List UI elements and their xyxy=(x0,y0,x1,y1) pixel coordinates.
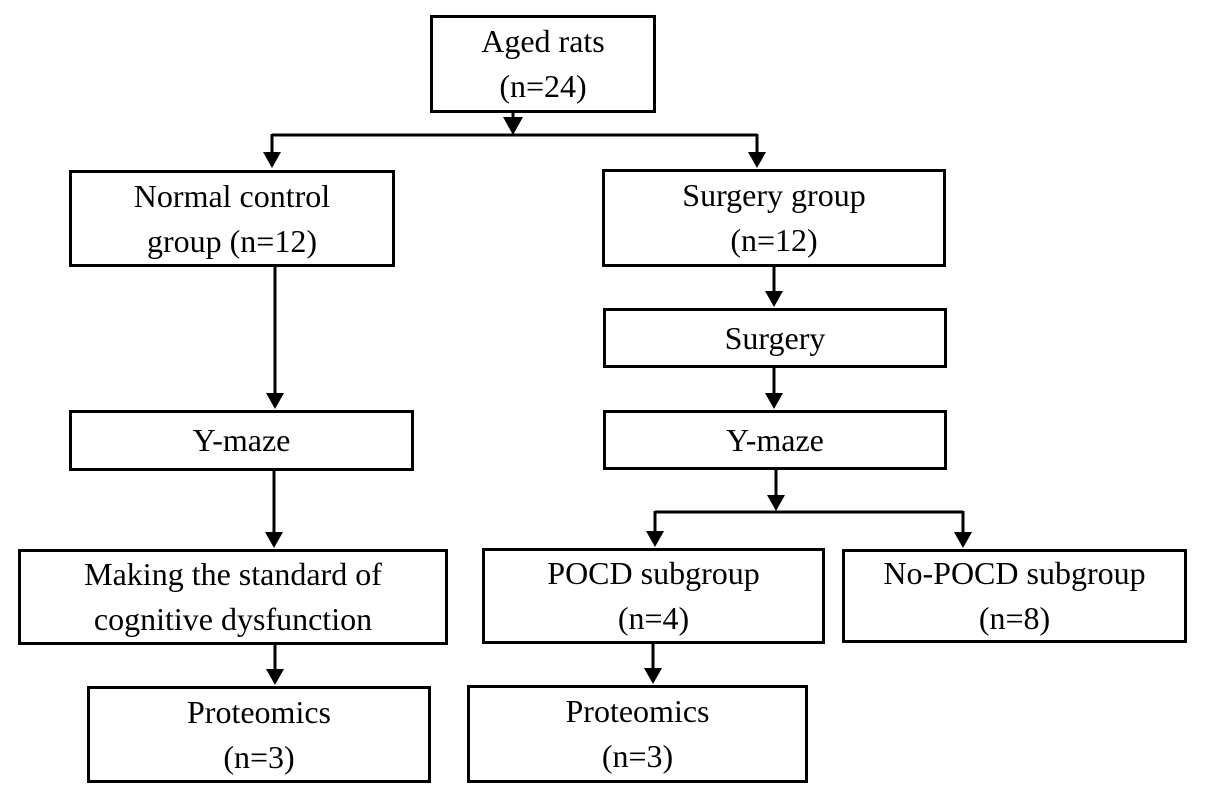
node-label: Proteomics xyxy=(187,693,331,730)
arrowhead-proteomics-left xyxy=(266,669,284,685)
node-normal-control-group: Normal control group (n=12) xyxy=(69,170,395,267)
node-proteomics-right: Proteomics (n=3) xyxy=(467,685,808,783)
node-label: Y-maze xyxy=(726,421,824,458)
node-proteomics-left: Proteomics (n=3) xyxy=(87,686,431,783)
node-sublabel: group (n=12) xyxy=(146,222,317,259)
arrowhead-ymaze-left xyxy=(266,393,284,409)
node-label: Aged rats xyxy=(481,23,605,59)
node-label: Y-maze xyxy=(192,422,291,458)
arrowhead-normalcontrol xyxy=(263,152,281,168)
node-surgery: Surgery xyxy=(603,308,947,368)
arrowhead-makingstandard xyxy=(265,532,283,548)
node-y-maze-left: Y-maze xyxy=(69,410,414,471)
node-y-maze-right: Y-maze xyxy=(603,410,947,470)
node-label: Normal control xyxy=(133,177,331,214)
arrowhead-agedrats-branch xyxy=(503,117,523,135)
arrowhead-surgery xyxy=(765,291,783,307)
node-sublabel: (n=8) xyxy=(978,600,1051,636)
arrowhead-lowerbranch xyxy=(767,495,785,511)
node-surgery-group: Surgery group (n=12) xyxy=(602,169,946,267)
node-sublabel: (n=3) xyxy=(601,738,674,774)
node-label: Surgery xyxy=(724,319,826,356)
arrowhead-surgerygroup xyxy=(748,152,766,168)
node-label: Making the standard of xyxy=(84,556,382,592)
node-aged-rats: Aged rats (n=24) xyxy=(430,15,656,113)
node-pocd-subgroup: POCD subgroup (n=4) xyxy=(482,548,825,644)
node-label: Surgery group xyxy=(682,177,866,213)
node-label: No-POCD subgroup xyxy=(883,555,1146,591)
node-no-pocd-subgroup: No-POCD subgroup (n=8) xyxy=(842,549,1187,643)
node-sublabel: (n=4) xyxy=(617,600,690,636)
arrowhead-proteomics-right xyxy=(644,668,662,684)
node-label: POCD subgroup xyxy=(547,555,760,591)
arrowhead-nopocd xyxy=(954,532,972,548)
node-sublabel: (n=12) xyxy=(730,222,818,258)
node-label: Proteomics xyxy=(565,693,710,729)
node-sublabel: cognitive dysfunction xyxy=(93,601,373,637)
node-making-standard: Making the standard of cognitive dysfunc… xyxy=(18,549,448,645)
node-sublabel: (n=3) xyxy=(223,738,295,775)
arrowhead-pocd xyxy=(646,531,664,547)
arrowhead-ymaze-right xyxy=(765,393,783,409)
node-sublabel: (n=24) xyxy=(499,68,587,104)
